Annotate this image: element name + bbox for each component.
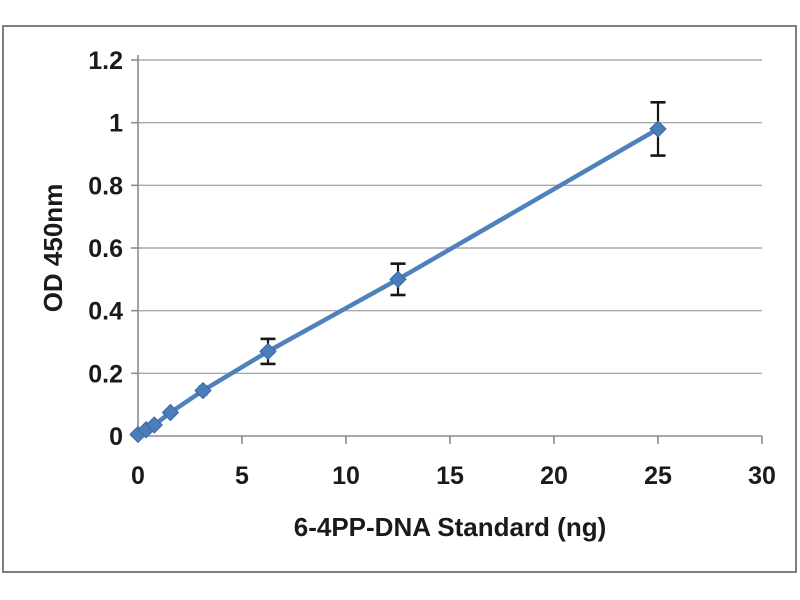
y-axis-title: OD 450nm [38,184,68,313]
chart-frame [2,25,797,573]
gridlines-layer [138,59,762,375]
y-tick-label: 1.2 [88,47,123,75]
y-tick-label: 0.2 [88,360,123,388]
y-tick-label: 0 [109,423,123,451]
series-layer [129,101,667,444]
x-tick-label: 0 [131,462,145,490]
y-tick-label: 0.8 [88,172,123,200]
x-tick-label: 10 [332,462,360,490]
y-tick-label: 1 [109,110,123,138]
x-tick-label: 25 [644,462,672,490]
x-tick-label: 20 [540,462,568,490]
x-axis-title: 6-4PP-DNA Standard (ng) [294,512,607,542]
y-tick-label: 0.6 [88,235,123,263]
tick-labels-layer: 0 0.2 0.4 0.6 0.8 1 1.2 0 5 10 15 20 25 30 [88,47,776,490]
y-tick-label: 0.4 [88,298,123,326]
data-point-marker [389,270,407,289]
data-point-marker [259,342,277,361]
x-tick-label: 15 [436,462,464,490]
data-point-marker [194,381,212,400]
data-point-marker [145,416,163,434]
data-point-marker [161,403,180,422]
x-tick-label: 30 [748,462,776,490]
x-tick-label: 5 [235,462,249,490]
data-point-marker [649,120,667,138]
